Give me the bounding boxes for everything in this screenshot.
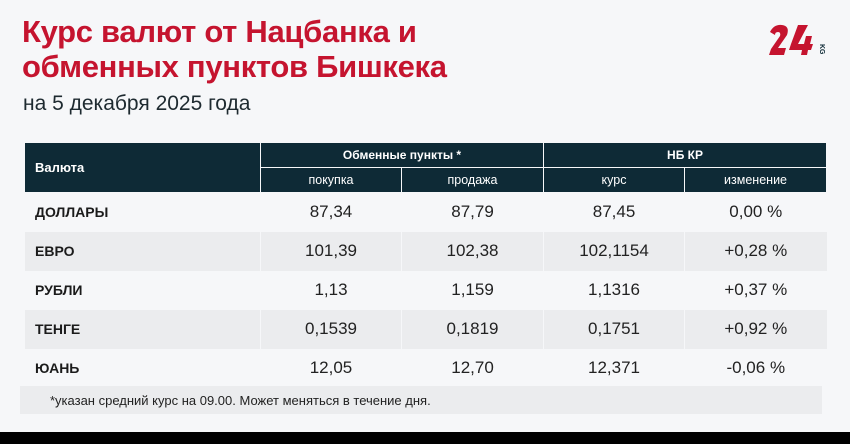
cell-rate: 1,1316 <box>543 270 685 310</box>
bottom-bar <box>0 432 850 444</box>
footnote: *указан средний курс на 09.00. Может мен… <box>20 386 822 414</box>
cell-name: ТЕНГЕ <box>24 309 261 349</box>
cell-name: ДОЛЛАРЫ <box>24 192 261 232</box>
header-rate: курс <box>543 167 686 193</box>
svg-text:KG: KG <box>818 44 825 55</box>
header-change: изменение <box>684 167 828 193</box>
cell-buy: 101,39 <box>260 231 402 271</box>
cell-rate: 0,1751 <box>543 309 685 349</box>
cell-change: +0,28 % <box>684 231 827 271</box>
cell-change: +0,37 % <box>684 270 827 310</box>
cell-rate: 102,1154 <box>543 231 685 271</box>
cell-buy: 1,13 <box>260 270 402 310</box>
cell-sell: 87,79 <box>400 192 544 232</box>
page-title: Курс валют от Нацбанка и обменных пункто… <box>22 14 447 84</box>
cell-change: 0,00 % <box>684 192 827 232</box>
header-currency: Валюта <box>24 142 261 193</box>
cell-name: РУБЛИ <box>24 270 261 310</box>
header-buy: покупка <box>260 167 402 193</box>
cell-sell: 12,70 <box>400 348 544 388</box>
cell-sell: 1,159 <box>400 270 544 310</box>
table-row: ДОЛЛАРЫ 87,34 87,79 87,45 0,00 % <box>24 192 827 232</box>
table-row: ЕВРО 101,39 102,38 102,1154 +0,28 % <box>24 231 827 271</box>
cell-name: ЕВРО <box>24 231 261 271</box>
cell-change: +0,92 % <box>684 309 827 349</box>
currency-table: Валюта Обменные пункты * НБ КР покупка п… <box>24 142 828 388</box>
cell-buy: 87,34 <box>260 192 402 232</box>
cell-sell: 0,1819 <box>400 309 544 349</box>
header-exchange-points: Обменные пункты * <box>259 142 545 168</box>
table-row: РУБЛИ 1,13 1,159 1,1316 +0,37 % <box>24 270 827 310</box>
cell-rate: 87,45 <box>543 192 685 232</box>
header-nbkr: НБ КР <box>543 142 828 168</box>
cell-buy: 12,05 <box>260 348 402 388</box>
table-row: ЮАНЬ 12,05 12,70 12,371 -0,06 % <box>24 348 827 388</box>
cell-buy: 0,1539 <box>260 309 402 349</box>
cell-rate: 12,371 <box>543 348 685 388</box>
cell-name: ЮАНЬ <box>24 348 261 388</box>
cell-sell: 102,38 <box>400 231 544 271</box>
header-sell: продажа <box>400 167 545 193</box>
date-subtitle: на 5 декабря 2025 года <box>23 92 251 115</box>
cell-change: -0,06 % <box>684 348 827 388</box>
24kg-logo: KG <box>769 24 825 55</box>
table-row: ТЕНГЕ 0,1539 0,1819 0,1751 +0,92 % <box>24 309 827 349</box>
